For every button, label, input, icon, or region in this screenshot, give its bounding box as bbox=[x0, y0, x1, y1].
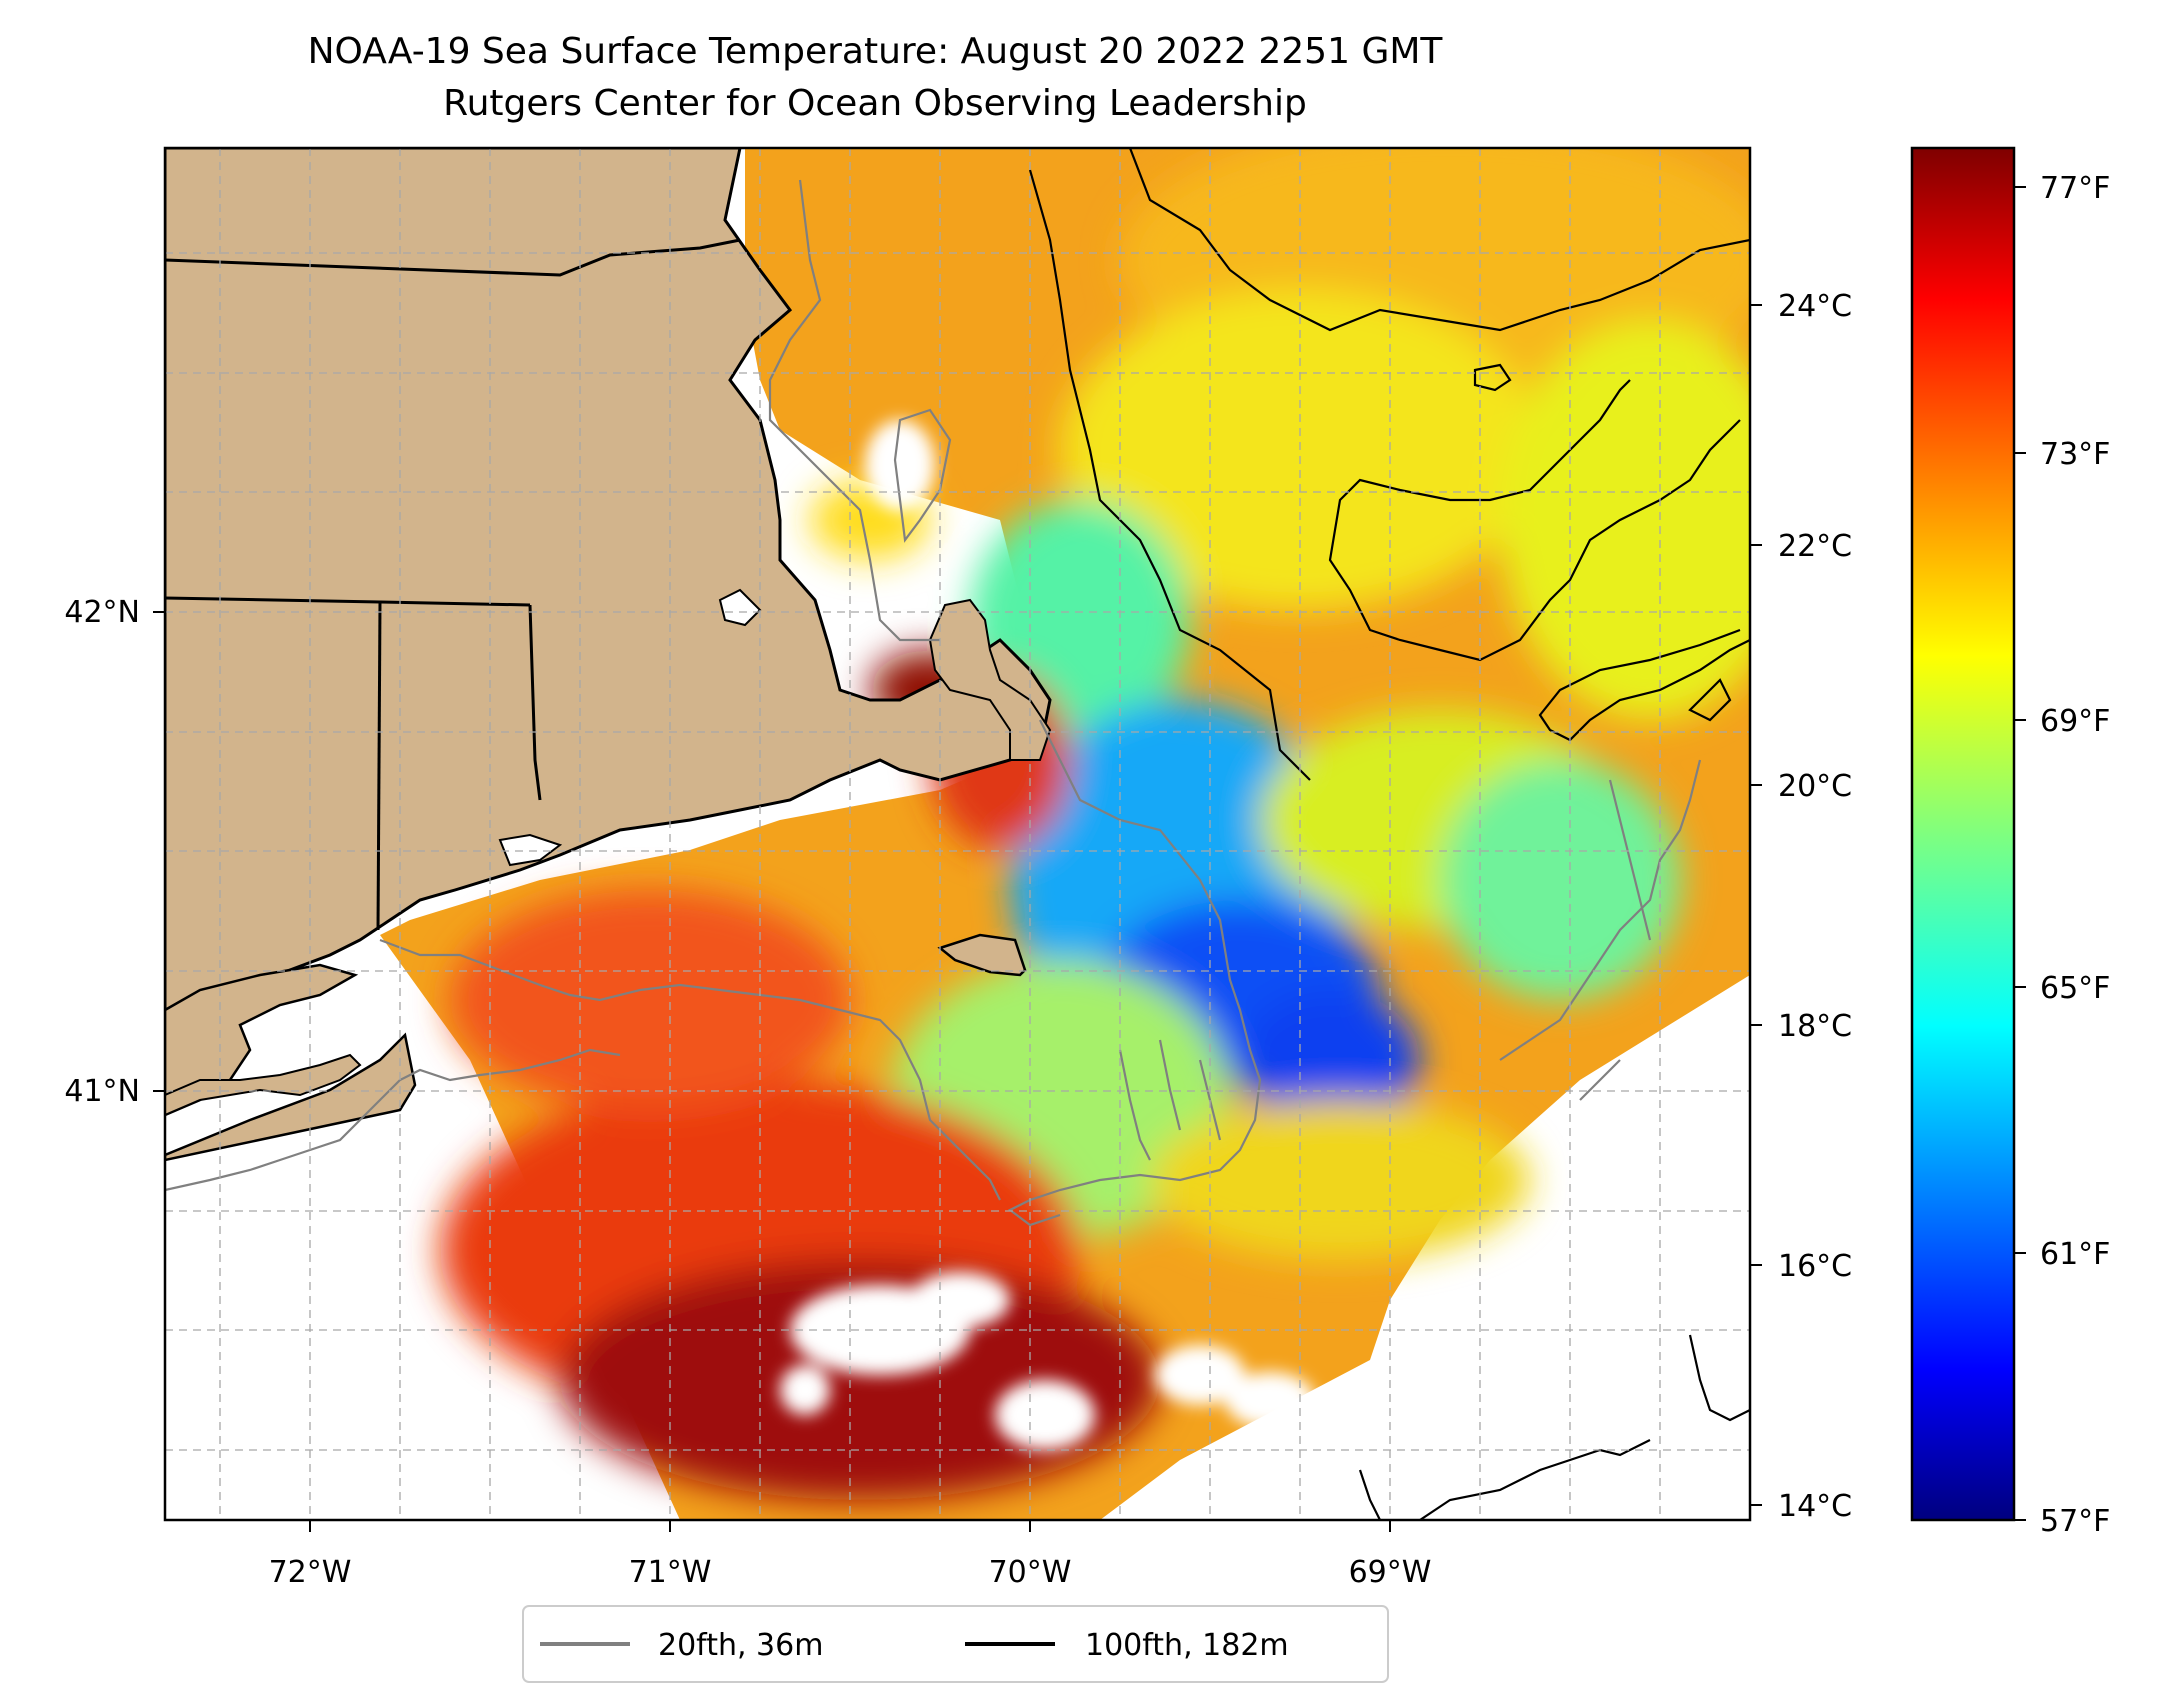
celsius-tick-label: 14°C bbox=[1778, 1489, 1852, 1524]
legend: 20fth, 36m 100fth, 182m bbox=[522, 1605, 1389, 1683]
chart-subtitle: Rutgers Center for Ocean Observing Leade… bbox=[443, 83, 1307, 124]
fahrenheit-tick-label: 69°F bbox=[2040, 704, 2110, 739]
map-frame bbox=[163, 146, 1752, 1522]
fahrenheit-tick-label: 61°F bbox=[2040, 1237, 2110, 1272]
lat-tick-label: 42°N bbox=[64, 595, 140, 630]
celsius-tick-label: 18°C bbox=[1778, 1009, 1852, 1044]
isobath-100fth bbox=[1028, 148, 1750, 1520]
legend-box bbox=[522, 1605, 1389, 1683]
celsius-tick-label: 22°C bbox=[1778, 529, 1852, 564]
lon-tick-label: 71°W bbox=[629, 1555, 712, 1590]
legend-label-100fth: 100fth, 182m bbox=[1085, 1628, 1289, 1663]
map-area bbox=[165, 148, 1750, 1520]
colorbar bbox=[1910, 146, 2016, 1522]
state-boundaries bbox=[165, 238, 741, 931]
legend-label-20fth: 20fth, 36m bbox=[658, 1628, 823, 1663]
lon-tick-label: 69°W bbox=[1349, 1555, 1432, 1590]
gridlines bbox=[165, 148, 1750, 1520]
celsius-tick-label: 20°C bbox=[1778, 769, 1852, 804]
fahrenheit-tick-label: 65°F bbox=[2040, 971, 2110, 1006]
isobath-20fth bbox=[165, 179, 1702, 1227]
fahrenheit-tick-label: 57°F bbox=[2040, 1504, 2110, 1539]
lat-tick-label: 41°N bbox=[64, 1074, 140, 1109]
lon-tick-label: 70°W bbox=[989, 1555, 1072, 1590]
chart-title: NOAA-19 Sea Surface Temperature: August … bbox=[307, 31, 1443, 72]
lon-tick-label: 72°W bbox=[269, 1555, 352, 1590]
celsius-tick-label: 16°C bbox=[1778, 1249, 1852, 1284]
land bbox=[165, 148, 1052, 1162]
fahrenheit-tick-label: 77°F bbox=[2040, 171, 2110, 206]
map-tick-marks bbox=[153, 611, 1391, 1532]
celsius-tick-label: 24°C bbox=[1778, 289, 1852, 324]
sst-swath bbox=[380, 148, 1750, 1520]
fahrenheit-tick-marks bbox=[2014, 186, 2026, 1521]
celsius-tick-marks bbox=[1750, 304, 1762, 1506]
fahrenheit-tick-label: 73°F bbox=[2040, 437, 2110, 472]
